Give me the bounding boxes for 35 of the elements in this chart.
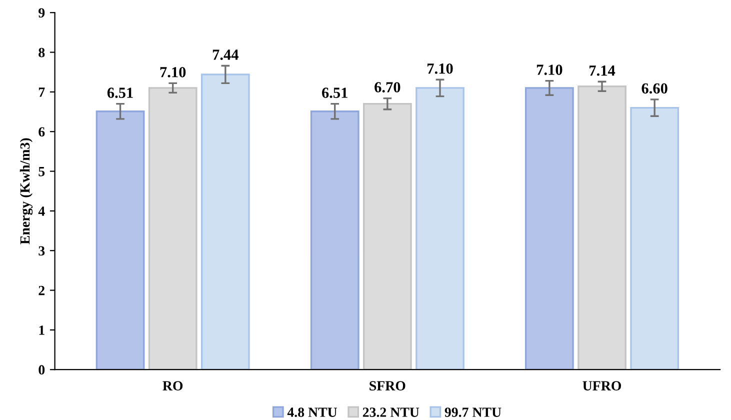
y-tick-label: 9 <box>38 8 45 18</box>
x-tick-label: RO <box>162 381 183 390</box>
legend-label: 4.8 NTU <box>287 408 338 418</box>
data-label: 6.60 <box>642 83 668 94</box>
y-tick-label: 0 <box>38 365 45 375</box>
y-axis-title: Energy (Kwh/m3) <box>20 138 33 244</box>
data-label: 6.51 <box>322 88 348 98</box>
y-tick-label: 3 <box>38 246 45 256</box>
data-label: 7.44 <box>212 50 239 60</box>
y-tick-label: 8 <box>38 48 45 58</box>
bar <box>362 103 412 370</box>
bar <box>148 87 198 370</box>
x-tick-label: UFRO <box>582 381 622 390</box>
legend-label: 23.2 NTU <box>362 408 420 418</box>
legend-label: 99.7 NTU <box>444 408 502 418</box>
bar <box>630 106 680 370</box>
bar <box>416 87 464 370</box>
data-label: 7.10 <box>428 63 453 74</box>
bar <box>310 110 360 370</box>
bar <box>200 74 250 370</box>
y-tick-label: 6 <box>38 127 45 137</box>
y-tick-label: 7 <box>38 88 45 97</box>
data-label: 7.14 <box>590 66 616 76</box>
bar <box>578 86 626 370</box>
data-label: 7.10 <box>160 67 186 78</box>
y-tick-label: 4 <box>38 206 45 216</box>
bar <box>96 110 145 370</box>
x-tick-label: SFRO <box>370 381 406 390</box>
data-label: 6.51 <box>107 88 133 98</box>
data-label: 6.70 <box>374 82 400 92</box>
y-tick-label: 1 <box>39 326 44 335</box>
y-tick-label: 5 <box>38 166 45 176</box>
y-tick-label: 2 <box>38 286 45 296</box>
data-label: 7.10 <box>536 64 562 76</box>
bar <box>525 87 574 370</box>
